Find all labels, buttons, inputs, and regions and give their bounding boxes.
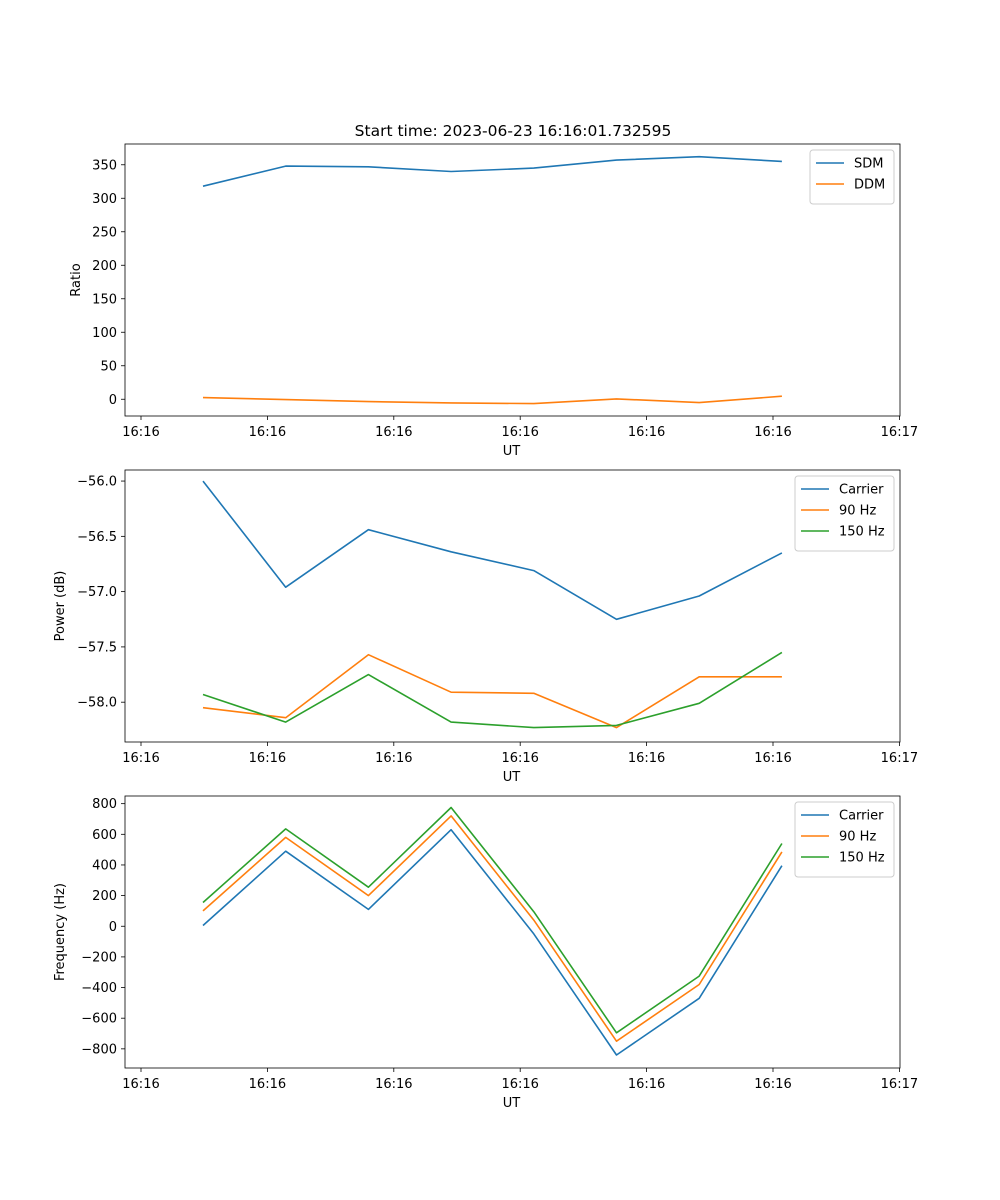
y-tick-label: 300 xyxy=(92,192,117,207)
legend-label: 150 Hz xyxy=(839,525,885,540)
series-line-carrier xyxy=(202,480,783,621)
y-tick-label: 800 xyxy=(92,797,117,812)
y-tick-label: 150 xyxy=(92,292,117,307)
x-axis-label: UT xyxy=(503,770,521,785)
x-tick-label: 16:16 xyxy=(501,751,538,766)
legend-label: SDM xyxy=(854,157,883,172)
legend-label: Carrier xyxy=(839,809,884,824)
x-tick-label: 16:17 xyxy=(881,425,918,440)
x-tick-label: 16:16 xyxy=(501,1077,538,1092)
y-tick-label: 600 xyxy=(92,828,117,843)
axes-frame xyxy=(124,143,901,417)
y-tick-label: −400 xyxy=(81,981,117,996)
legend-label: 90 Hz xyxy=(839,504,876,519)
legend: Carrier 90 Hz 150 Hz xyxy=(794,475,895,552)
figure-title: Start time: 2023-06-23 16:16:01.732595 xyxy=(355,122,672,140)
y-tick-label: 0 xyxy=(109,920,117,935)
y-axis-label: Ratio xyxy=(69,263,84,296)
axes-frame xyxy=(124,469,901,743)
x-tick-label: 16:16 xyxy=(375,425,412,440)
chart-panel-1: 0 50 100 150 200 250 300 350 16:16 16:16 16:16 16:1… xyxy=(69,143,918,459)
x-tick-label: 16:16 xyxy=(754,1077,791,1092)
chart-panel-3: −800 −600 −400 −200 0 200 400 600 800 16:16 16:16 1… xyxy=(53,795,918,1111)
x-tick-label: 16:17 xyxy=(881,1077,918,1092)
x-tick-label: 16:16 xyxy=(249,1077,286,1092)
y-tick-label: −56.5 xyxy=(77,530,117,545)
series-line-90-hz xyxy=(202,653,782,729)
legend-label: Carrier xyxy=(839,483,884,498)
y-tick-label: −600 xyxy=(81,1012,117,1027)
x-tick-label: 16:16 xyxy=(754,425,791,440)
series-line-150-hz xyxy=(202,806,783,1034)
x-tick-label: 16:16 xyxy=(375,751,412,766)
x-tick-label: 16:16 xyxy=(501,425,538,440)
x-tick-label: 16:16 xyxy=(122,751,159,766)
x-tick-label: 16:16 xyxy=(628,425,665,440)
x-tick-label: 16:17 xyxy=(881,751,918,766)
x-axis-label: UT xyxy=(503,1096,521,1111)
x-tick-label: 16:16 xyxy=(122,425,159,440)
y-tick-label: 400 xyxy=(92,858,117,873)
x-tick-label: 16:16 xyxy=(628,751,665,766)
y-axis-label: Power (dB) xyxy=(53,571,68,642)
x-axis-label: UT xyxy=(503,444,521,459)
series-line-sdm xyxy=(202,155,782,187)
legend-label: 150 Hz xyxy=(839,851,885,866)
y-axis-label: Frequency (Hz) xyxy=(53,883,68,981)
series-line-90-hz xyxy=(202,815,783,1042)
x-tick-label: 16:16 xyxy=(249,425,286,440)
y-tick-label: −57.5 xyxy=(77,640,117,655)
y-tick-label: −200 xyxy=(81,950,117,965)
x-tick-label: 16:16 xyxy=(249,751,286,766)
legend: Carrier 90 Hz 150 Hz xyxy=(794,801,895,878)
legend-label: 90 Hz xyxy=(839,830,876,845)
y-tick-label: 350 xyxy=(92,158,117,173)
x-tick-label: 16:16 xyxy=(375,1077,412,1092)
y-tick-label: 250 xyxy=(92,225,117,240)
series-line-ddm xyxy=(202,395,782,405)
y-tick-label: −58.0 xyxy=(77,696,117,711)
y-tick-label: −56.0 xyxy=(77,475,117,490)
series-line-carrier xyxy=(202,828,783,1056)
y-tick-label: 0 xyxy=(109,393,117,408)
legend-box xyxy=(794,801,895,878)
x-tick-label: 16:16 xyxy=(122,1077,159,1092)
series-line-150-hz xyxy=(202,651,783,729)
y-tick-label: 200 xyxy=(92,889,117,904)
axes-frame xyxy=(124,795,901,1069)
y-tick-label: 50 xyxy=(100,359,117,374)
legend-label: DDM xyxy=(854,178,885,193)
y-tick-label: −800 xyxy=(81,1042,117,1057)
x-tick-label: 16:16 xyxy=(754,751,791,766)
y-tick-label: 100 xyxy=(92,326,117,341)
y-tick-label: −57.0 xyxy=(77,585,117,600)
y-tick-label: 200 xyxy=(92,259,117,274)
legend: SDM DDM xyxy=(809,149,895,205)
legend-box xyxy=(794,475,895,552)
chart-panel-2: −58.0 −57.5 −57.0 −56.5 −56.0 16:16 16:16 16:16… xyxy=(53,469,918,785)
x-tick-label: 16:16 xyxy=(628,1077,665,1092)
